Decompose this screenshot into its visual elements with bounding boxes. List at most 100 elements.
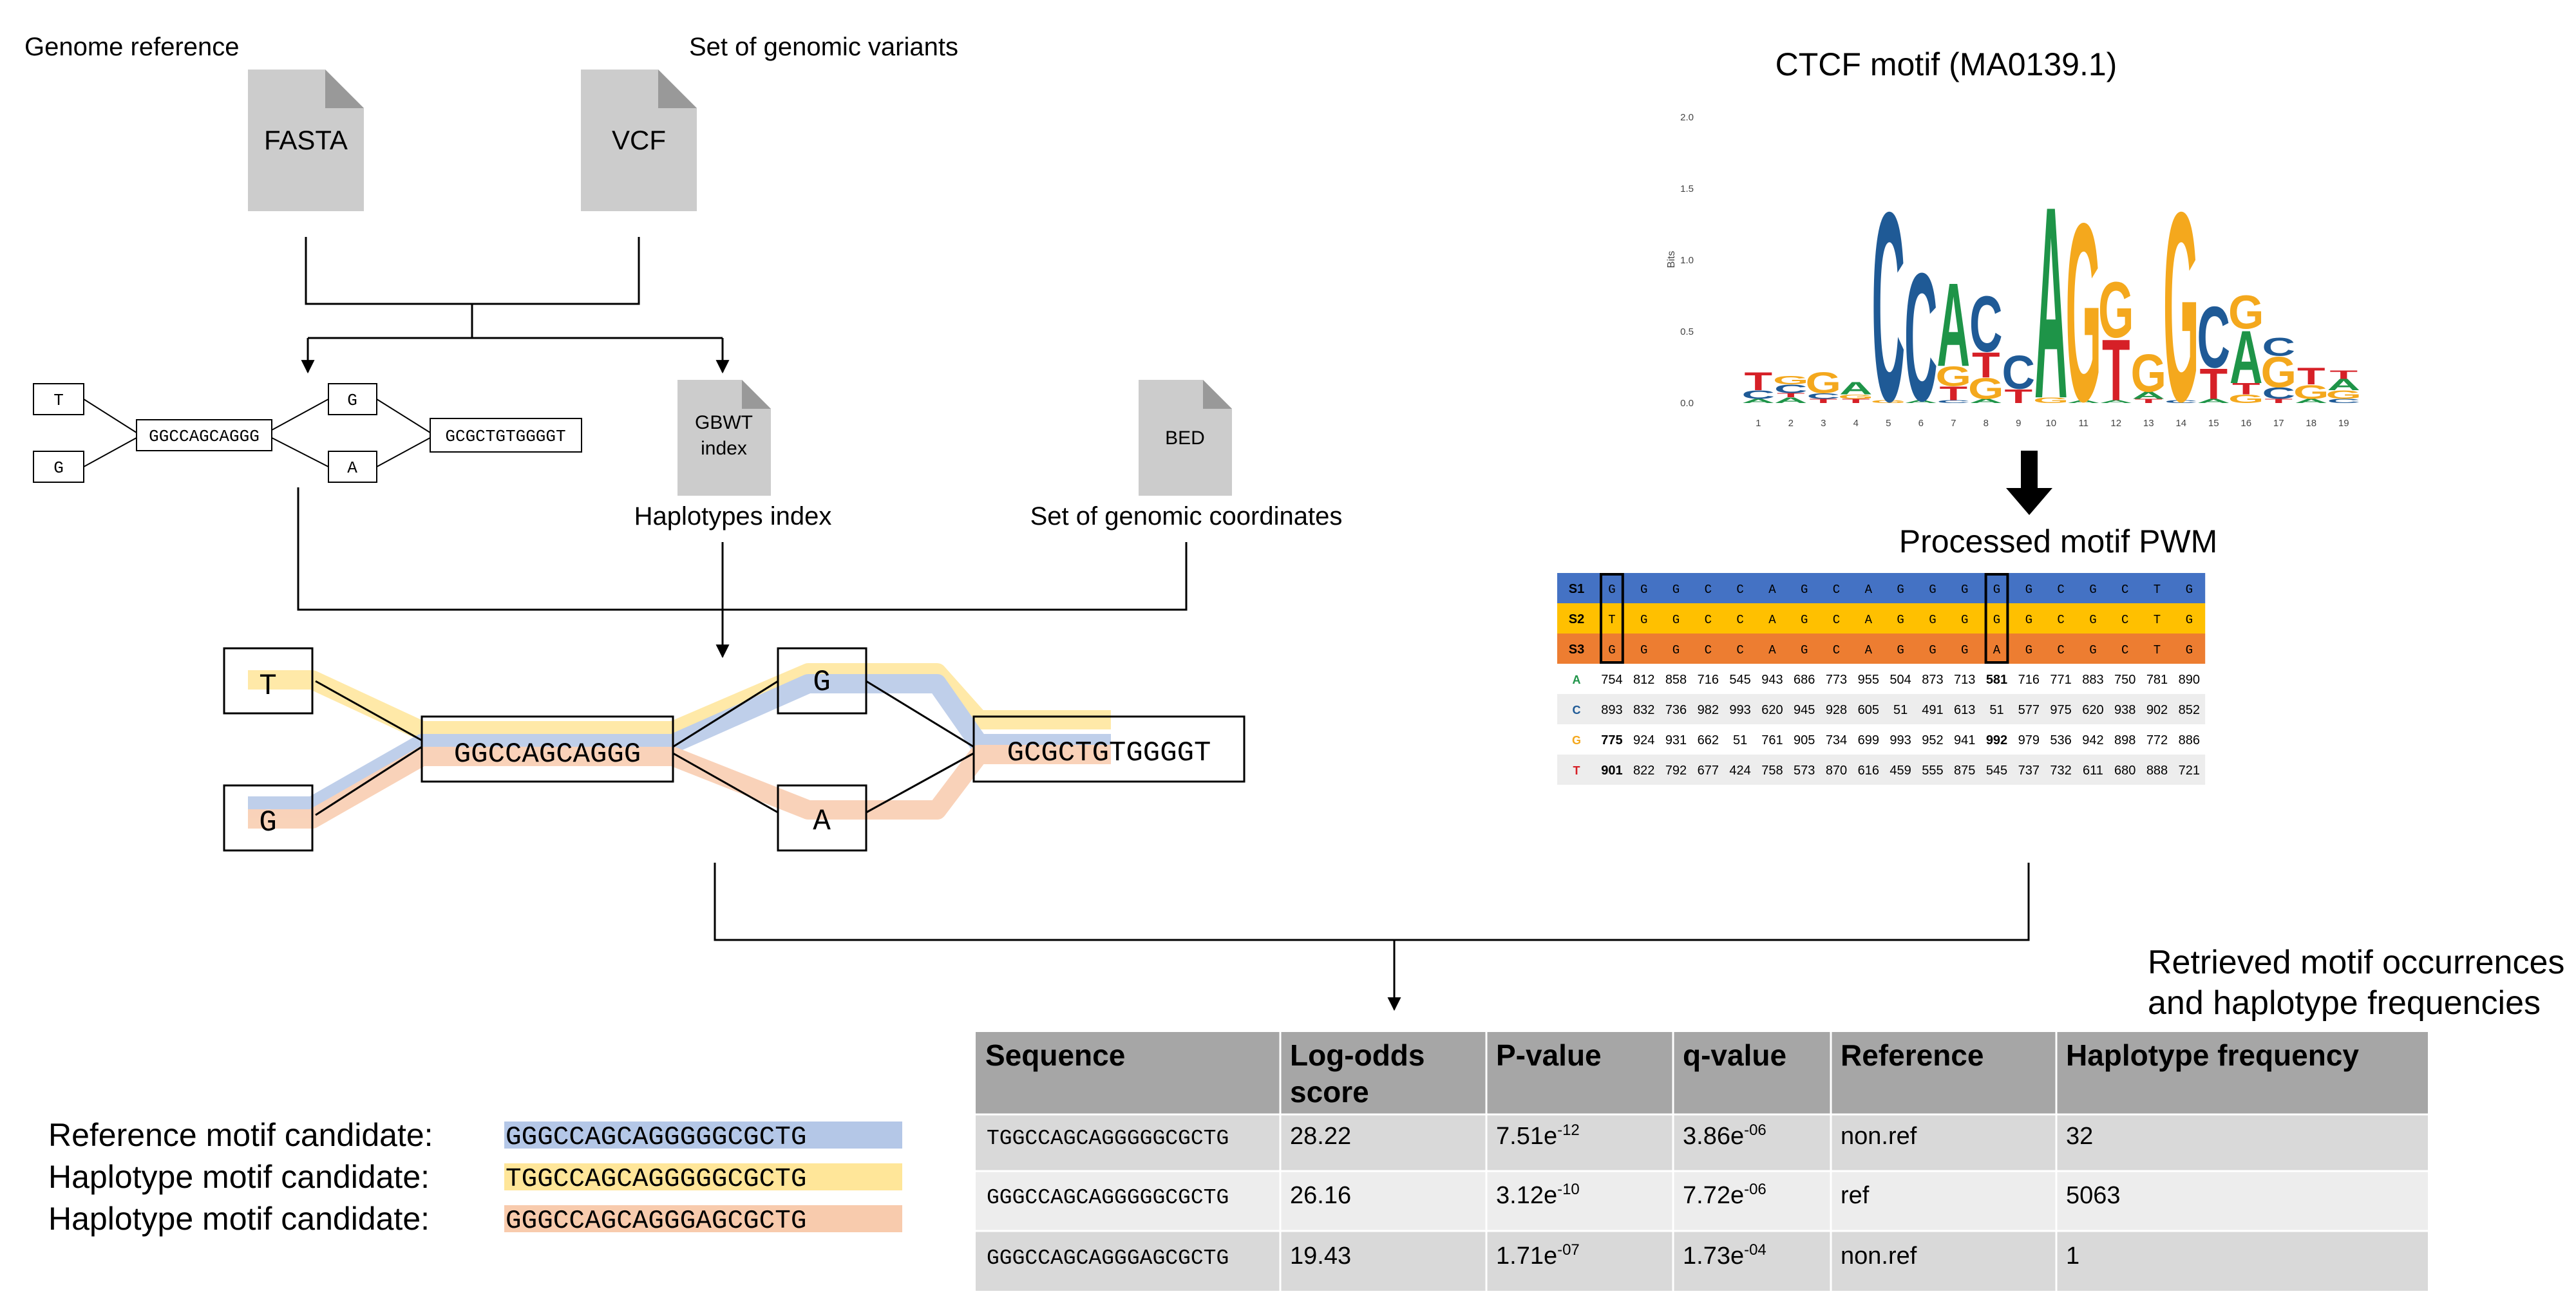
result-score: 28.22 — [1290, 1123, 1351, 1150]
pwm-count-value: 51 — [1893, 703, 1908, 717]
candidate-highlight-orange — [504, 1205, 902, 1232]
logo-x-tick: 12 — [2110, 418, 2121, 429]
pwm-count-value: 699 — [1858, 733, 1879, 747]
pwm-count-value: 992 — [1986, 733, 2007, 747]
logo-letter-A: A — [1839, 379, 1873, 399]
pwm-count-value: 713 — [1954, 673, 1975, 687]
variants-label: Set of genomic variants — [689, 33, 958, 61]
pwm-count-value: 545 — [1729, 673, 1750, 687]
pwm-count-value: 993 — [1729, 703, 1750, 717]
pwm-seq-letter: G — [1672, 613, 1680, 627]
logo-x-tick: 13 — [2143, 418, 2154, 429]
logo-letter-C: C — [2164, 399, 2198, 404]
logo-letter-T: T — [2232, 380, 2260, 398]
pwm-count-value: 822 — [1633, 764, 1654, 778]
pwm-count-value: 662 — [1698, 733, 1719, 747]
logo-letter-G: G — [2066, 171, 2101, 455]
logo-letter-T: T — [2102, 321, 2130, 418]
pwm-seq-letter: G — [1897, 613, 1904, 627]
candidate-label-3: Haplotype motif candidate: — [48, 1201, 430, 1237]
pwm-count-value: 943 — [1761, 673, 1783, 687]
pwm-count-value: 613 — [1954, 703, 1975, 717]
pwm-seq-letter: G — [1801, 613, 1808, 627]
pwm-count-value: 890 — [2179, 673, 2200, 687]
pwm-seq-letter: G — [2025, 583, 2032, 597]
result-sequence: GGGCCAGCAGGGAGCGCTG — [987, 1246, 1229, 1270]
pwm-count-value: 536 — [2050, 733, 2071, 747]
header-logodds-line2: score — [1290, 1075, 1369, 1109]
logo-x-tick: 2 — [1788, 418, 1794, 429]
big-node-t: T — [259, 670, 277, 703]
pwm-count-value: 611 — [2083, 764, 2103, 778]
pwm-count-value: 620 — [2082, 703, 2103, 717]
result-score: 26.16 — [1290, 1182, 1351, 1209]
result-pvalue: 3.12e-10 — [1496, 1181, 1580, 1209]
results-row-2-bg — [976, 1171, 2428, 1231]
pwm-count-row-bg — [1557, 694, 2206, 724]
logo-letter-T: T — [1939, 382, 1967, 405]
pwm-count-value: 938 — [2114, 703, 2136, 717]
result-sequence: TGGCCAGCAGGGGGCGCTG — [987, 1127, 1229, 1150]
pwm-count-value: 51 — [1733, 733, 1747, 747]
logo-y-axis: 2.0 1.5 1.0 0.5 0.0 Bits — [1666, 112, 1694, 409]
pwm-count-value: 775 — [1601, 733, 1622, 747]
pwm-seq-letter: C — [1736, 613, 1743, 627]
haplotype-path-blue — [248, 674, 1111, 816]
pwm-count-value: 737 — [2018, 764, 2040, 778]
header-pvalue: P-value — [1496, 1038, 1602, 1072]
pwm-seq-letter: G — [1961, 583, 1968, 597]
logo-letter-C: C — [1774, 382, 1808, 396]
result-haplotype-frequency: 5063 — [2066, 1182, 2121, 1209]
pwm-count-value: 620 — [1761, 703, 1783, 717]
logo-letter-A: A — [2132, 390, 2165, 400]
pwm-count-value: 51 — [1989, 703, 2003, 717]
pwm-seq-label: S1 — [1569, 582, 1584, 596]
pwm-count-value: 459 — [1889, 764, 1911, 778]
result-reference: non.ref — [1841, 1243, 1917, 1270]
pwm-count-value: 772 — [2146, 733, 2168, 747]
logo-y-tick: 2.0 — [1680, 112, 1694, 123]
pwm-count-value: 945 — [1794, 703, 1815, 717]
logo-letter-A: A — [2197, 398, 2230, 404]
logo-letter-G: G — [2163, 156, 2199, 457]
logo-letter-G: G — [2228, 393, 2264, 406]
logo-letter-A: A — [1969, 398, 2002, 404]
result-reference: non.ref — [1841, 1123, 1917, 1150]
pwm-seq-letter: G — [1993, 583, 2000, 597]
big-node-right: GCGCTGTGGGGT — [1007, 737, 1211, 769]
logo-letter-A: A — [2067, 399, 2100, 404]
logo-letter-A: A — [1904, 399, 1938, 404]
big-node-g: G — [259, 806, 277, 840]
pwm-seq-letter: G — [1640, 643, 1647, 657]
logo-letter-T: T — [2297, 364, 2325, 390]
header-haplotype-frequency: Haplotype frequency — [2066, 1038, 2359, 1072]
pwm-seq-letter: C — [1833, 643, 1840, 657]
pwm-seq-letter: T — [2154, 643, 2161, 657]
logo-letter-C: C — [1871, 156, 1905, 457]
pwm-count-value: 424 — [1729, 764, 1750, 778]
pwm-count-value: 680 — [2114, 764, 2136, 778]
pwm-count-value: 732 — [2050, 764, 2071, 778]
pwm-count-value: 902 — [2146, 703, 2168, 717]
logo-letter-T: T — [2199, 359, 2228, 408]
logo-letter-A: A — [2327, 376, 2360, 393]
logo-x-tick: 6 — [1918, 418, 1924, 429]
fasta-label: FASTA — [264, 125, 348, 155]
pwm-seq-letter: C — [1736, 643, 1743, 657]
logo-letter-T: T — [2329, 368, 2358, 382]
logo-x-tick: 8 — [1984, 418, 1989, 429]
pwm-count-label: T — [1573, 764, 1580, 777]
pwm-count-value: 605 — [1858, 703, 1879, 717]
logo-letter-C: C — [2262, 385, 2295, 402]
logo-letter-C: C — [2197, 288, 2230, 386]
vcf-file-icon: VCF — [581, 70, 697, 211]
logo-y-tick: 1.0 — [1680, 255, 1694, 266]
pwm-seq-row-bg — [1557, 634, 2206, 664]
result-haplotype-frequency: 1 — [2066, 1243, 2079, 1270]
pwm-seq-row-bg — [1557, 603, 2206, 634]
logo-letter-G: G — [2326, 388, 2362, 402]
logo-letter-G: G — [2098, 267, 2134, 355]
pwm-count-row-bg — [1557, 724, 2206, 755]
logo-letter-C: C — [1904, 235, 1938, 439]
pwm-count-value: 982 — [1698, 703, 1719, 717]
